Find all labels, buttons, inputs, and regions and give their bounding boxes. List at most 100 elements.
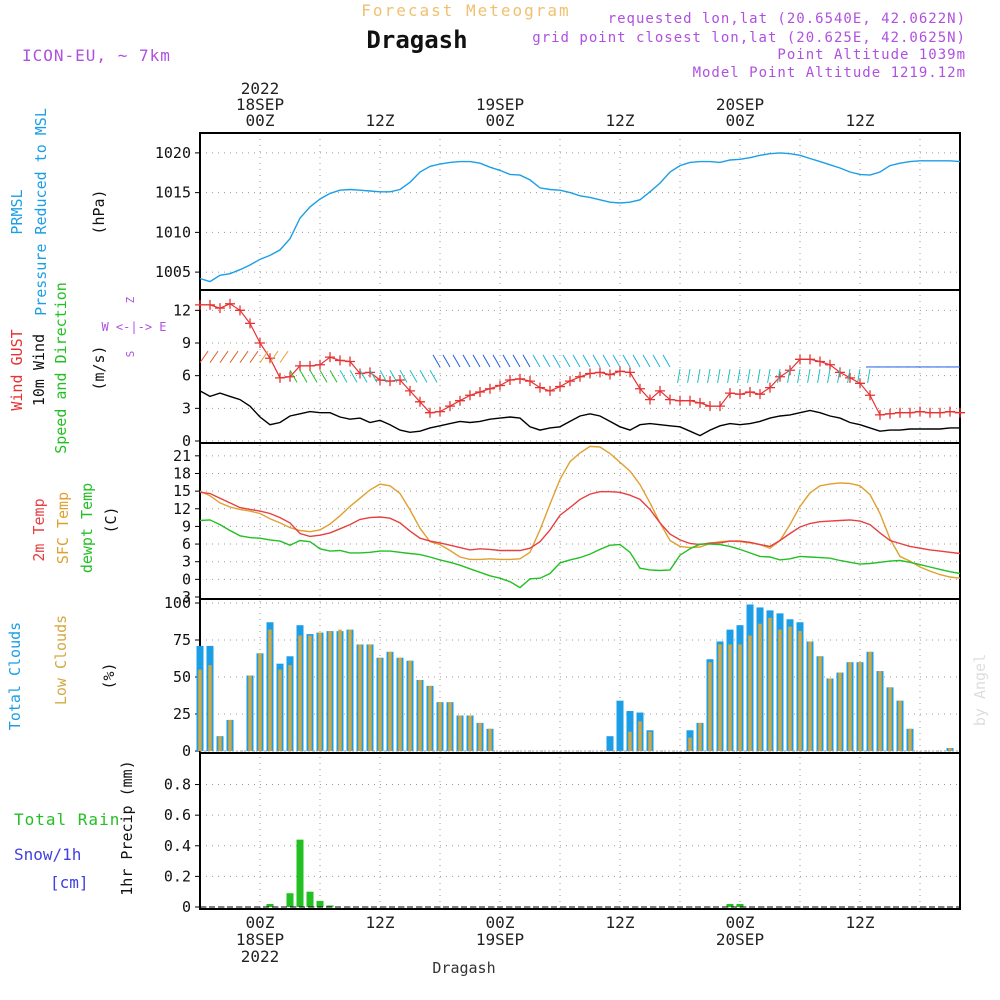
time-tick-label-top: 19SEP xyxy=(476,95,524,114)
wind-direction-arrow xyxy=(532,354,541,368)
dewpt-line xyxy=(199,519,961,589)
temp2m-label: 2m Temp xyxy=(30,498,48,561)
wind-direction-arrow xyxy=(289,369,298,383)
y-tick-label: 12 xyxy=(173,301,191,319)
time-tick-label-top: 12Z xyxy=(606,111,635,130)
wind-direction-arrow xyxy=(482,354,491,368)
low-cloud-bar xyxy=(768,617,772,751)
wind-direction-arrow xyxy=(542,354,551,368)
wind-direction-arrow xyxy=(602,354,611,368)
wind-direction-arrow xyxy=(592,354,601,368)
pressure-unit: (hPa) xyxy=(90,189,108,234)
wind-direction-arrow xyxy=(612,354,621,368)
wind-direction-arrow xyxy=(777,369,781,384)
gust-marker xyxy=(755,389,765,400)
low-cloud-bar xyxy=(718,644,722,751)
low-cloud-bar xyxy=(808,641,812,751)
low-cloud-bar xyxy=(198,669,202,751)
y-tick-label: 1015 xyxy=(155,184,191,202)
wind-direction-arrow xyxy=(492,354,501,368)
wind-direction-arrow xyxy=(797,369,801,384)
low-cloud-bar xyxy=(788,626,792,751)
compass-west-east: W <-|-> E xyxy=(101,320,166,334)
cloud-unit: (%) xyxy=(100,662,118,689)
low-cloud-bar xyxy=(688,737,692,751)
y-tick-label: 21 xyxy=(173,447,191,465)
gust-marker xyxy=(915,406,925,417)
wind-direction-arrow xyxy=(727,369,731,384)
gust-marker xyxy=(775,371,785,382)
gust-marker xyxy=(615,366,625,377)
low-cloud-bar xyxy=(228,719,232,751)
snow-unit-label: [cm] xyxy=(50,873,89,892)
y-tick-label: 6 xyxy=(182,367,191,385)
wind-direction-arrow xyxy=(389,369,398,383)
low-cloud-bar xyxy=(248,675,252,751)
rain-bar xyxy=(296,839,304,907)
gust-marker xyxy=(575,371,585,382)
low-cloud-bar xyxy=(848,662,852,751)
gust-marker xyxy=(895,407,905,418)
y-tick-label: 0 xyxy=(182,898,191,916)
y-tick-label: 0.4 xyxy=(164,837,191,855)
time-tick-label-top: 18SEP xyxy=(236,95,284,114)
wind-direction-arrow xyxy=(827,369,831,384)
low-cloud-bar xyxy=(308,635,312,751)
low-cloud-bar xyxy=(288,665,292,751)
gust-marker xyxy=(875,409,885,420)
wind-direction-arrow xyxy=(279,350,289,363)
low-cloud-bar xyxy=(698,722,702,751)
low-cloud-bar xyxy=(268,629,272,751)
gust-marker xyxy=(415,396,425,407)
time-tick-label-bottom: 12Z xyxy=(606,913,635,932)
wind-unit: (m/s) xyxy=(90,345,108,390)
gust-marker xyxy=(465,390,475,401)
gust-marker xyxy=(865,390,875,401)
gust-line xyxy=(200,303,961,416)
gust-marker xyxy=(455,395,465,406)
wind-direction-arrow xyxy=(442,354,451,368)
grid-point-coords: grid point closest lon,lat (20.625E, 42.… xyxy=(532,30,966,46)
wind-direction-arrow xyxy=(259,350,269,363)
gust-marker xyxy=(955,407,965,418)
gust-marker xyxy=(495,380,505,391)
wind-direction-arrow xyxy=(199,350,209,363)
gust-marker xyxy=(255,338,265,348)
gust-marker xyxy=(815,356,825,367)
wind-direction-arrow xyxy=(379,369,388,383)
wind-direction-arrow xyxy=(837,369,841,384)
wind-direction-arrow xyxy=(707,369,711,384)
gust-marker xyxy=(505,375,515,386)
rain-label: Total Rain xyxy=(14,810,120,829)
direction-label: Speed and Direction xyxy=(52,282,70,454)
gust-marker xyxy=(355,368,365,379)
gust-marker xyxy=(245,318,255,329)
gust-marker xyxy=(695,397,705,408)
gust-marker xyxy=(215,303,225,314)
low-cloud-bar xyxy=(948,748,952,751)
gust-marker xyxy=(735,389,745,400)
gust-marker xyxy=(675,395,685,406)
rain-bar xyxy=(286,893,294,907)
gust-marker xyxy=(345,356,355,367)
y-tick-label: 1005 xyxy=(155,263,191,281)
wind-label: 10m Wind xyxy=(30,334,48,406)
gust-marker xyxy=(635,383,645,394)
low-cloud-bar xyxy=(778,629,782,751)
low-cloud-bar xyxy=(328,631,332,751)
wind-direction-arrow xyxy=(249,350,259,363)
time-tick-label-bottom: 00Z xyxy=(246,913,275,932)
temp2m-line xyxy=(199,491,961,555)
wind-speed-line xyxy=(199,390,960,437)
low-cloud-bar xyxy=(278,669,282,751)
y-tick-label: 1010 xyxy=(155,223,191,241)
gust-marker xyxy=(565,376,575,387)
low-cloud-bar xyxy=(368,644,372,751)
y-tick-label: 9 xyxy=(182,334,191,352)
wind-direction-arrow xyxy=(462,354,471,368)
rain-bar xyxy=(326,905,334,907)
gust-marker xyxy=(335,355,345,366)
low-cloud-bar xyxy=(338,629,342,751)
y-tick-label: 25 xyxy=(173,705,191,723)
low-cloud-bar xyxy=(858,662,862,751)
